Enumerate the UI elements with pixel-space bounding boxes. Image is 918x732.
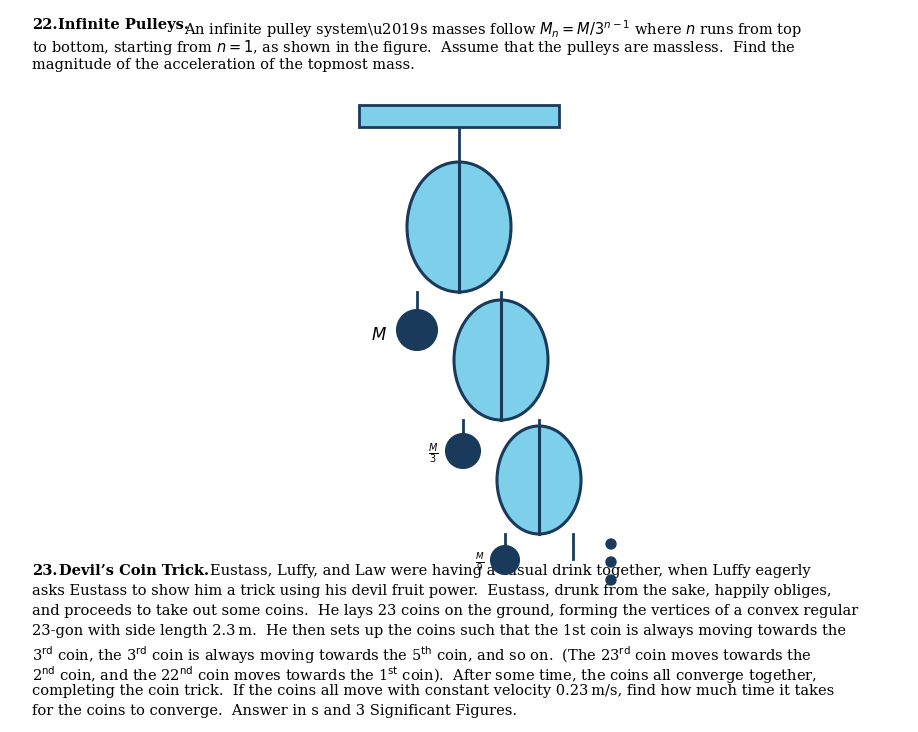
- Text: Devil’s Coin Trick.: Devil’s Coin Trick.: [59, 564, 209, 578]
- Text: 22.: 22.: [32, 18, 58, 32]
- Ellipse shape: [407, 162, 511, 292]
- Text: completing the coin trick.  If the coins all move with constant velocity 0.23 m/: completing the coin trick. If the coins …: [32, 684, 834, 698]
- Ellipse shape: [454, 300, 548, 420]
- Text: for the coins to converge.  Answer in s and 3 Significant Figures.: for the coins to converge. Answer in s a…: [32, 704, 517, 718]
- Text: asks Eustass to show him a trick using his devil fruit power.  Eustass, drunk fr: asks Eustass to show him a trick using h…: [32, 584, 832, 598]
- Ellipse shape: [497, 426, 581, 534]
- Text: 2$^{\rm nd}$ coin, and the 22$^{\rm nd}$ coin moves towards the 1$^{\rm st}$ coi: 2$^{\rm nd}$ coin, and the 22$^{\rm nd}$…: [32, 664, 817, 686]
- Text: An infinite pulley system\u2019s masses follow $M_n = M/3^{n-1}$ where $n$ runs : An infinite pulley system\u2019s masses …: [184, 18, 802, 40]
- Circle shape: [397, 310, 437, 350]
- Text: $M$: $M$: [371, 326, 387, 343]
- Text: $\frac{M}{9}$: $\frac{M}{9}$: [476, 551, 485, 573]
- Circle shape: [606, 539, 616, 549]
- Circle shape: [606, 575, 616, 585]
- Text: magnitude of the acceleration of the topmost mass.: magnitude of the acceleration of the top…: [32, 58, 415, 72]
- Circle shape: [491, 546, 519, 574]
- Text: Infinite Pulleys.: Infinite Pulleys.: [58, 18, 189, 32]
- Text: $\frac{M}{3}$: $\frac{M}{3}$: [428, 442, 438, 466]
- Text: Eustass, Luffy, and Law were having a casual drink together, when Luffy eagerly: Eustass, Luffy, and Law were having a ca…: [210, 564, 811, 578]
- Circle shape: [606, 557, 616, 567]
- Text: to bottom, starting from $n = 1$, as shown in the figure.  Assume that the pulle: to bottom, starting from $n = 1$, as sho…: [32, 38, 796, 57]
- Text: 23.: 23.: [32, 564, 57, 578]
- Circle shape: [446, 434, 480, 468]
- Text: and proceeds to take out some coins.  He lays 23 coins on the ground, forming th: and proceeds to take out some coins. He …: [32, 604, 858, 618]
- Text: 3$^{\rm rd}$ coin, the 3$^{\rm rd}$ coin is always moving towards the 5$^{\rm th: 3$^{\rm rd}$ coin, the 3$^{\rm rd}$ coin…: [32, 644, 812, 665]
- FancyBboxPatch shape: [359, 105, 559, 127]
- Text: 23-gon with side length 2.3 m.  He then sets up the coins such that the 1st coin: 23-gon with side length 2.3 m. He then s…: [32, 624, 846, 638]
